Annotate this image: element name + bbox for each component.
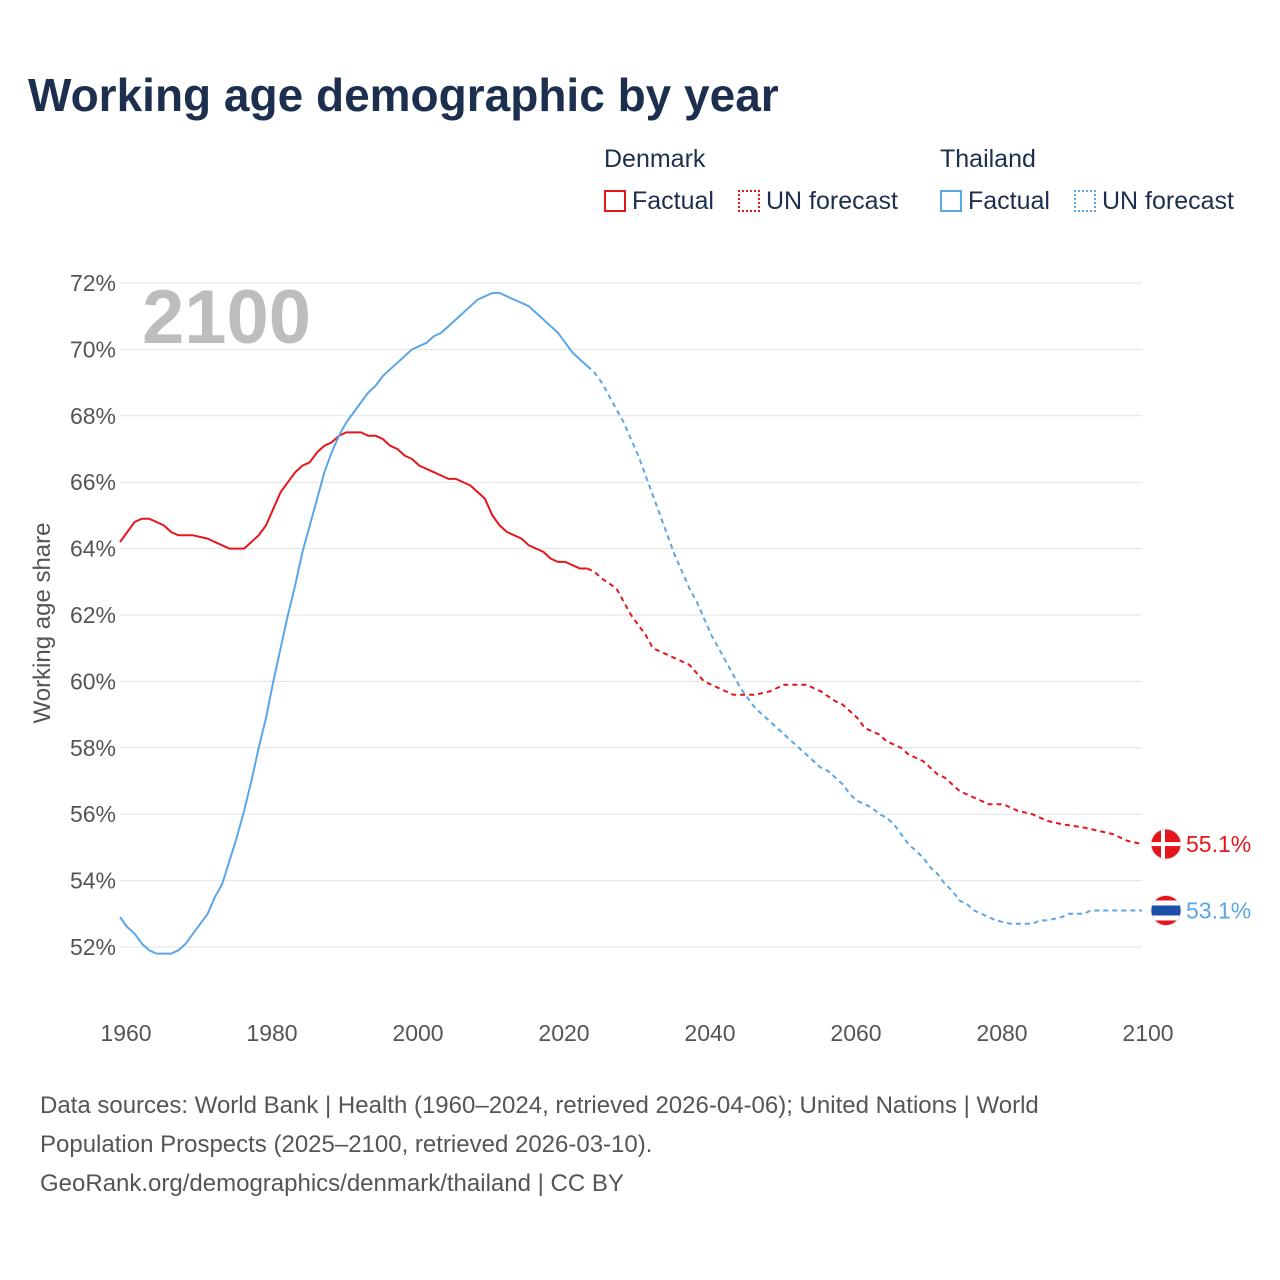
legend-swatch-dotted-icon [738, 190, 760, 212]
y-tick-label: 52% [70, 934, 116, 960]
legend-denmark-title: Denmark [604, 145, 706, 173]
thailand-forecast-line [586, 365, 1142, 925]
x-tick-label: 2000 [392, 1020, 443, 1046]
denmark-forecast-line [586, 567, 1143, 846]
legend-denmark-factual[interactable]: Factual [604, 186, 714, 216]
series-lines [119, 292, 1143, 955]
legend-swatch-solid-icon [940, 190, 962, 212]
y-tick-label: 60% [70, 668, 116, 694]
legend-denmark-forecast[interactable]: UN forecast [738, 186, 898, 216]
y-tick-label: 58% [70, 735, 116, 761]
legend-swatch-solid-icon [604, 190, 626, 212]
gridlines [120, 282, 1142, 948]
x-tick-label: 2060 [830, 1020, 881, 1046]
y-axis-ticks: 52% 54% 56% 58% 60% 62% 64% 66% 68% 70% 72% [70, 270, 116, 960]
data-source-note: Data sources: World Bank | Health (1960–… [40, 1086, 1220, 1203]
x-tick-label: 2080 [976, 1020, 1027, 1046]
y-tick-label: 72% [70, 270, 116, 296]
y-tick-label: 70% [70, 336, 116, 362]
source-line-1: Data sources: World Bank | Health (1960–… [40, 1092, 1039, 1119]
thailand-flag-icon [1150, 895, 1182, 926]
year-watermark: 2100 [142, 275, 311, 360]
legend-thailand-factual[interactable]: Factual [940, 186, 1050, 216]
thailand-end-value-label: 53.1% [1186, 897, 1251, 923]
legend-thailand-title: Thailand [940, 145, 1036, 173]
x-tick-label: 2040 [684, 1020, 735, 1046]
y-tick-label: 54% [70, 868, 116, 894]
thailand-factual-line [119, 292, 588, 955]
legend-denmark-forecast-label: UN forecast [766, 186, 898, 215]
denmark-factual-line [119, 431, 588, 570]
y-tick-label: 68% [70, 403, 116, 429]
y-tick-label: 66% [70, 469, 116, 495]
end-markers: 55.1% 53.1% [1150, 828, 1251, 926]
y-tick-label: 62% [70, 602, 116, 628]
x-axis-ticks: 1960 1980 2000 2020 2040 2060 2080 2100 [100, 1020, 1173, 1046]
y-axis-label: Working age share [29, 523, 56, 724]
y-tick-label: 64% [70, 536, 116, 562]
y-tick-label: 56% [70, 801, 116, 827]
denmark-flag-icon [1150, 828, 1182, 860]
line-chart: 2100 52% 54% 56% 58% 60% 62% 64% 66% 68% 70% 72% 1… [29, 270, 1251, 1046]
denmark-end-value-label: 55.1% [1186, 831, 1251, 857]
x-tick-label: 2100 [1122, 1020, 1173, 1046]
x-tick-label: 2020 [538, 1020, 589, 1046]
source-line-2: Population Prospects (2025–2100, retriev… [40, 1131, 653, 1158]
legend-swatch-dotted-icon [1074, 190, 1096, 212]
chart-title: Working age demographic by year [28, 69, 779, 121]
legend-thailand-forecast[interactable]: UN forecast [1074, 186, 1234, 216]
legend-denmark-factual-label: Factual [632, 186, 714, 215]
legend-thailand-forecast-label: UN forecast [1102, 186, 1234, 215]
legend-thailand-factual-label: Factual [968, 186, 1050, 215]
source-line-3[interactable]: GeoRank.org/demographics/denmark/thailan… [40, 1170, 624, 1197]
x-tick-label: 1960 [100, 1020, 151, 1046]
x-tick-label: 1980 [246, 1020, 297, 1046]
